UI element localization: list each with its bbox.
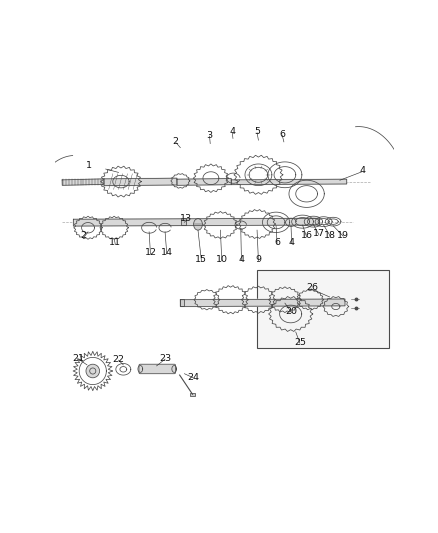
Bar bbox=[180, 299, 184, 306]
Text: 16: 16 bbox=[300, 231, 313, 240]
Text: 6: 6 bbox=[279, 130, 285, 139]
Circle shape bbox=[90, 368, 96, 374]
Text: 5: 5 bbox=[254, 127, 260, 136]
Polygon shape bbox=[180, 299, 345, 306]
Circle shape bbox=[86, 364, 99, 378]
Text: 17: 17 bbox=[313, 229, 325, 238]
Text: 23: 23 bbox=[159, 353, 171, 362]
Text: 14: 14 bbox=[161, 248, 173, 257]
Text: 15: 15 bbox=[195, 255, 207, 264]
Polygon shape bbox=[104, 178, 177, 185]
Text: 6: 6 bbox=[274, 238, 280, 247]
Text: 24: 24 bbox=[187, 373, 199, 382]
Text: 18: 18 bbox=[325, 231, 336, 240]
Polygon shape bbox=[177, 179, 231, 185]
Ellipse shape bbox=[194, 219, 202, 230]
Text: 4: 4 bbox=[238, 255, 244, 264]
Text: 12: 12 bbox=[145, 248, 156, 257]
Text: 22: 22 bbox=[113, 354, 124, 364]
Text: 3: 3 bbox=[206, 131, 212, 140]
Text: 21: 21 bbox=[72, 353, 84, 362]
Text: 19: 19 bbox=[337, 231, 349, 240]
Text: 26: 26 bbox=[306, 284, 318, 292]
Polygon shape bbox=[231, 179, 347, 184]
Text: 4: 4 bbox=[289, 238, 295, 247]
Bar bbox=[191, 393, 194, 395]
Text: 10: 10 bbox=[216, 255, 228, 264]
Text: 2: 2 bbox=[172, 138, 178, 147]
Polygon shape bbox=[62, 179, 104, 185]
Text: 4: 4 bbox=[229, 127, 235, 136]
Text: 1: 1 bbox=[86, 161, 92, 170]
Bar bbox=[181, 218, 186, 225]
FancyBboxPatch shape bbox=[139, 364, 176, 374]
Text: 20: 20 bbox=[286, 307, 298, 316]
Text: 13: 13 bbox=[180, 214, 193, 223]
Text: 11: 11 bbox=[109, 238, 121, 247]
Text: 9: 9 bbox=[255, 255, 261, 264]
Text: 4: 4 bbox=[360, 166, 366, 175]
Polygon shape bbox=[74, 218, 320, 226]
Text: 25: 25 bbox=[294, 337, 306, 346]
Text: 2: 2 bbox=[81, 231, 87, 240]
Bar bbox=[257, 270, 389, 348]
